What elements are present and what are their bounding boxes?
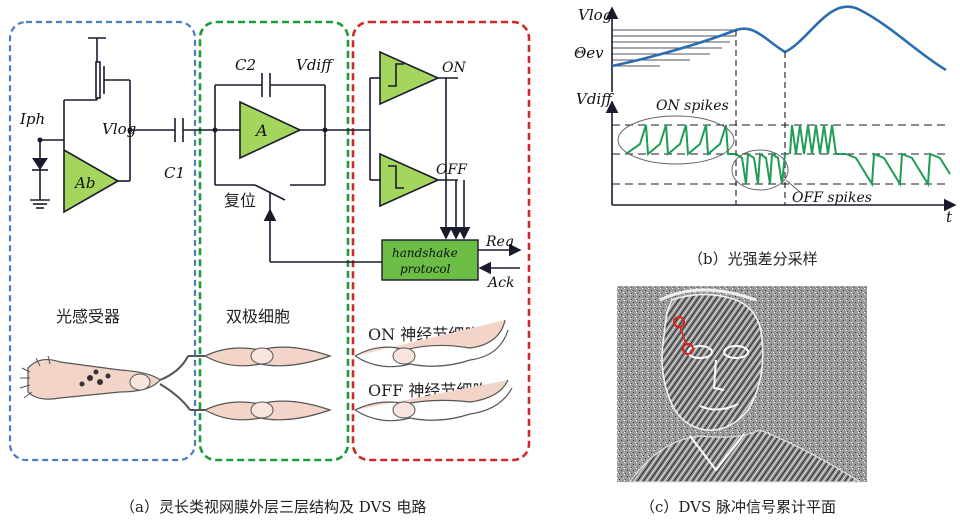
reset-label: 复位 xyxy=(224,191,256,210)
on-spikes-ellipse xyxy=(617,115,735,165)
on-comparator xyxy=(379,50,440,106)
t-axis-label: t xyxy=(946,208,953,226)
handshake-line1: handshake xyxy=(392,246,458,260)
theta-ev-label: Θev xyxy=(574,44,604,62)
ack-label: Ack xyxy=(486,275,514,291)
photoreceptor-label: 光感受器 xyxy=(56,307,120,326)
req-label: Req xyxy=(485,234,514,250)
vlog-axis-label: Vlog xyxy=(578,6,612,24)
off-spikes-ellipse xyxy=(731,149,789,191)
on-spike-train-2 xyxy=(789,124,846,155)
event-markers xyxy=(735,30,786,205)
panel-b-caption: （b）光强差分采样 xyxy=(688,250,818,268)
photoreceptor-circuit xyxy=(30,37,175,214)
c1-capacitor xyxy=(174,118,240,142)
ganglion-circuit xyxy=(369,50,522,281)
c1-label: C1 xyxy=(164,164,185,182)
c2-label: C2 xyxy=(235,56,256,74)
bipolar-circuit xyxy=(212,73,382,263)
off-output-label: OFF xyxy=(436,162,468,178)
a-amplifier xyxy=(239,100,302,160)
panel-a: Iph Vlog Ab C1 C2 xyxy=(8,20,531,516)
on-spike-train-1 xyxy=(625,124,736,157)
retina-cells-illustration xyxy=(19,319,513,422)
panel-b: Vlog Θev Vdiff t xyxy=(574,5,957,268)
marker-circle-1 xyxy=(673,316,685,328)
photoreceptor-region-box xyxy=(8,20,197,462)
ab-amplifier xyxy=(63,148,120,214)
bipolar-region-box xyxy=(198,20,350,462)
iph-label: Iph xyxy=(19,110,45,128)
vlog-label: Vlog xyxy=(102,120,136,138)
bipolar-label: 双极细胞 xyxy=(226,307,290,326)
handshake-line2: protocol xyxy=(400,262,451,276)
off-spike-train-1 xyxy=(735,152,786,185)
vlog-curve xyxy=(611,5,947,72)
ab-label: Ab xyxy=(73,174,95,192)
vdiff-label: Vdiff xyxy=(296,56,334,74)
off-spike-train-2 xyxy=(845,152,951,188)
panel-c: （c）DVS 脉冲信号累计平面 xyxy=(617,286,867,516)
panel-c-caption: （c）DVS 脉冲信号累计平面 xyxy=(640,498,836,516)
ganglion-region-box xyxy=(351,20,531,462)
handshake-protocol-box xyxy=(381,239,479,281)
a-label: A xyxy=(254,121,268,140)
marker-circle-2 xyxy=(682,343,694,355)
threshold-levels xyxy=(612,29,736,67)
on-output-label: ON xyxy=(442,60,466,76)
vdiff-axis-label: Vdiff xyxy=(576,90,614,108)
face-sketch xyxy=(628,288,863,483)
off-comparator xyxy=(379,152,440,208)
off-spikes-label: OFF spikes xyxy=(792,190,872,206)
panel-a-caption: （a）灵长类视网膜外层三层结构及 DVS 电路 xyxy=(120,498,426,516)
on-spikes-label: ON spikes xyxy=(656,98,729,114)
